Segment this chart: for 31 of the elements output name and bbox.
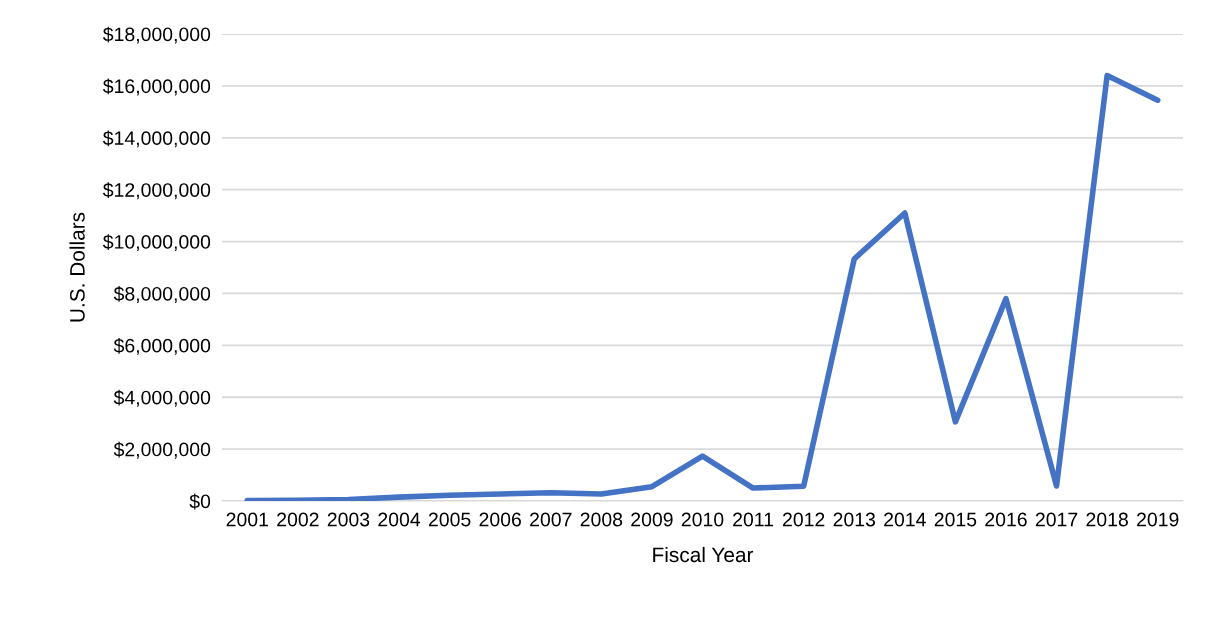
x-tick-label: 2015 [934, 512, 977, 527]
x-tick-label: 2003 [327, 512, 370, 527]
x-tick-label: 2004 [378, 512, 421, 527]
x-tick-label: 2013 [833, 512, 876, 527]
y-tick-label: $12,000,000 [102, 182, 211, 200]
y-tick-label: $14,000,000 [102, 130, 211, 148]
x-tick-label: 2018 [1086, 512, 1128, 527]
y-tick-label: $10,000,000 [102, 234, 211, 252]
x-axis-title: Fiscal Year [653, 546, 754, 563]
x-tick-label: 2012 [783, 512, 825, 527]
x-tick-label: 2017 [1035, 512, 1078, 527]
x-tick-label: 2009 [631, 512, 673, 527]
x-tick-label: 2011 [733, 512, 774, 527]
y-tick-label: $4,000,000 [113, 389, 211, 407]
y-tick-label: $8,000,000 [113, 286, 211, 303]
x-tick-label: 2014 [884, 512, 926, 527]
x-tick-label: 2019 [1137, 512, 1179, 527]
y-tick-label: $2,000,000 [113, 441, 211, 459]
y-tick-label: $0 [189, 493, 211, 510]
x-tick-label: 2006 [479, 512, 521, 527]
x-tick-label: 2001 [226, 512, 268, 527]
x-tick-label: 2005 [428, 512, 471, 527]
y-tick-label: $18,000,000 [102, 26, 211, 44]
y-axis-title: U.S. Dollars [69, 212, 85, 322]
y-tick-label: $6,000,000 [113, 337, 211, 355]
x-tick-label: 2010 [681, 512, 724, 527]
x-tick-label: 2007 [530, 512, 572, 527]
x-tick-label: 2002 [277, 512, 319, 527]
x-tick-label: 2016 [985, 512, 1027, 527]
x-tick-label: 2008 [580, 512, 623, 527]
y-tick-label: $16,000,000 [102, 78, 211, 96]
